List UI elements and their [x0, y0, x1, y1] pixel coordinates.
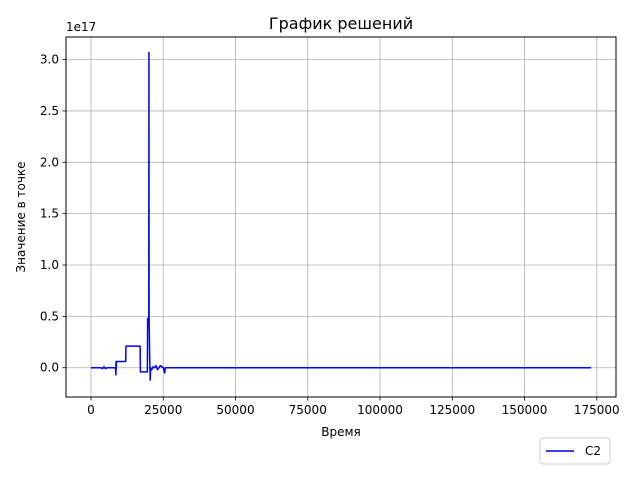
- x-tick-label: 50000: [216, 403, 254, 417]
- ticks: 0 25000 50000 75000 100000 125000 150000 175000…: [40, 53, 620, 417]
- chart-title: График решений: [269, 14, 413, 33]
- legend: C2: [539, 437, 611, 465]
- x-tick-label: 25000: [144, 403, 182, 417]
- x-tick-label: 75000: [289, 403, 327, 417]
- grid: [66, 37, 616, 397]
- y-axis-label: Значение в точке: [14, 161, 28, 272]
- y-tick-label: 1.0: [40, 258, 59, 272]
- x-tick-label: 150000: [502, 403, 548, 417]
- y-tick-label: 0.0: [40, 361, 59, 375]
- series-layer: [91, 51, 591, 381]
- series-line-c2: [91, 51, 591, 381]
- y-offset-text: 1e17: [66, 20, 96, 34]
- axes-frame: [65, 36, 617, 398]
- y-tick-label: 2.0: [40, 155, 59, 169]
- x-axis-label: Время: [321, 425, 361, 439]
- y-tick-label: 0.5: [40, 309, 59, 323]
- x-tick-label: 175000: [574, 403, 620, 417]
- x-tick-label: 0: [87, 403, 95, 417]
- x-tick-label: 125000: [429, 403, 475, 417]
- y-tick-label: 1.5: [40, 207, 59, 221]
- y-tick-label: 3.0: [40, 53, 59, 67]
- x-tick-label: 100000: [357, 403, 403, 417]
- legend-label-c2: C2: [585, 444, 601, 458]
- y-tick-label: 2.5: [40, 104, 59, 118]
- legend-box: [539, 437, 611, 465]
